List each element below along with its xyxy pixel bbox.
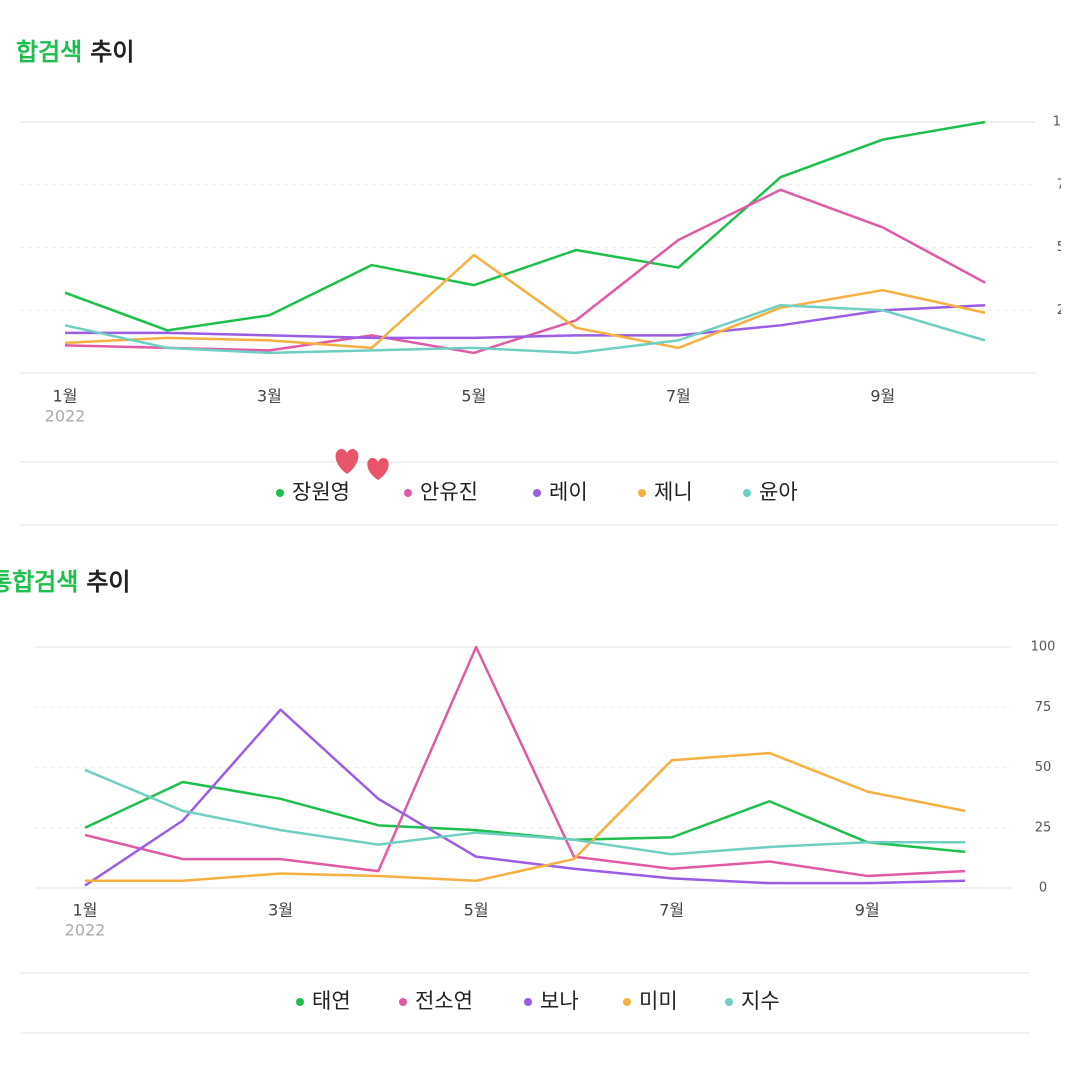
series-line xyxy=(84,768,965,856)
y-tick-label: 100 xyxy=(1053,115,1078,130)
y-tick-label: 25 xyxy=(1035,820,1052,835)
legend-dot xyxy=(399,998,407,1006)
y-tick-label: 75 xyxy=(1057,177,1074,192)
x-tick-label: 7월 xyxy=(666,387,691,406)
y-tick-label: 50 xyxy=(1057,240,1074,255)
x-tick-label: 3월 xyxy=(268,901,293,920)
title-highlight: 합검색 xyxy=(16,38,82,66)
legend-label: 윤아 xyxy=(759,480,798,504)
legend-dot xyxy=(638,489,646,497)
hearts xyxy=(335,449,389,480)
legend-label: 전소연 xyxy=(415,989,473,1013)
x-tick-label: 9월 xyxy=(855,901,880,920)
legend-label: 레이 xyxy=(549,480,588,504)
title-highlight: 통합검색 xyxy=(0,568,78,596)
legend-dot xyxy=(276,489,284,497)
legend-dot xyxy=(296,998,304,1006)
y-tick-label: 100 xyxy=(1031,640,1056,655)
legend-label: 미미 xyxy=(639,989,678,1013)
series-line xyxy=(84,645,966,878)
legend-dot xyxy=(533,489,541,497)
y-tick-label: 50 xyxy=(1035,760,1052,775)
legend-label: 보나 xyxy=(540,989,579,1013)
y-tick-label: 75 xyxy=(1035,700,1052,715)
y-tick-label: 25 xyxy=(1057,303,1074,318)
legend-dot xyxy=(725,998,733,1006)
legend-label: 안유진 xyxy=(420,480,478,504)
series-line xyxy=(64,188,986,355)
x-tick-label: 1월 xyxy=(73,901,98,920)
legend-label: 지수 xyxy=(741,989,780,1013)
series-line xyxy=(65,303,986,340)
legend-label: 제니 xyxy=(654,480,693,504)
chart-title: 추이 xyxy=(90,38,134,66)
y-tick-label: 0 xyxy=(1039,881,1047,896)
y-axis: 0 25 50 75 100 xyxy=(1053,115,1078,381)
series-line xyxy=(64,120,986,332)
x-tick-label: 9월 xyxy=(870,387,895,406)
legend-dot xyxy=(623,998,631,1006)
x-tick-label: 3월 xyxy=(257,387,282,406)
x-tick-label: 5월 xyxy=(461,387,486,406)
y-tick-label: 0 xyxy=(1061,366,1069,381)
chart-title: 추이 xyxy=(86,568,130,596)
legend-label: 장원영 xyxy=(292,480,350,504)
legend-dot xyxy=(743,489,751,497)
x-tick-label: 1월 xyxy=(53,387,78,406)
x-year-label: 2022 xyxy=(65,921,106,940)
series-line xyxy=(84,708,966,887)
series-line xyxy=(85,751,966,883)
y-axis: 0 25 50 75 100 xyxy=(1031,640,1056,896)
series-line xyxy=(64,253,986,350)
series-line xyxy=(64,303,986,355)
x-year-label: 2022 xyxy=(45,407,86,426)
legend-label: 태연 xyxy=(312,989,351,1013)
x-tick-label: 5월 xyxy=(464,901,489,920)
legend-dot xyxy=(524,998,532,1006)
legend-dot xyxy=(404,489,412,497)
x-tick-label: 7월 xyxy=(659,901,684,920)
